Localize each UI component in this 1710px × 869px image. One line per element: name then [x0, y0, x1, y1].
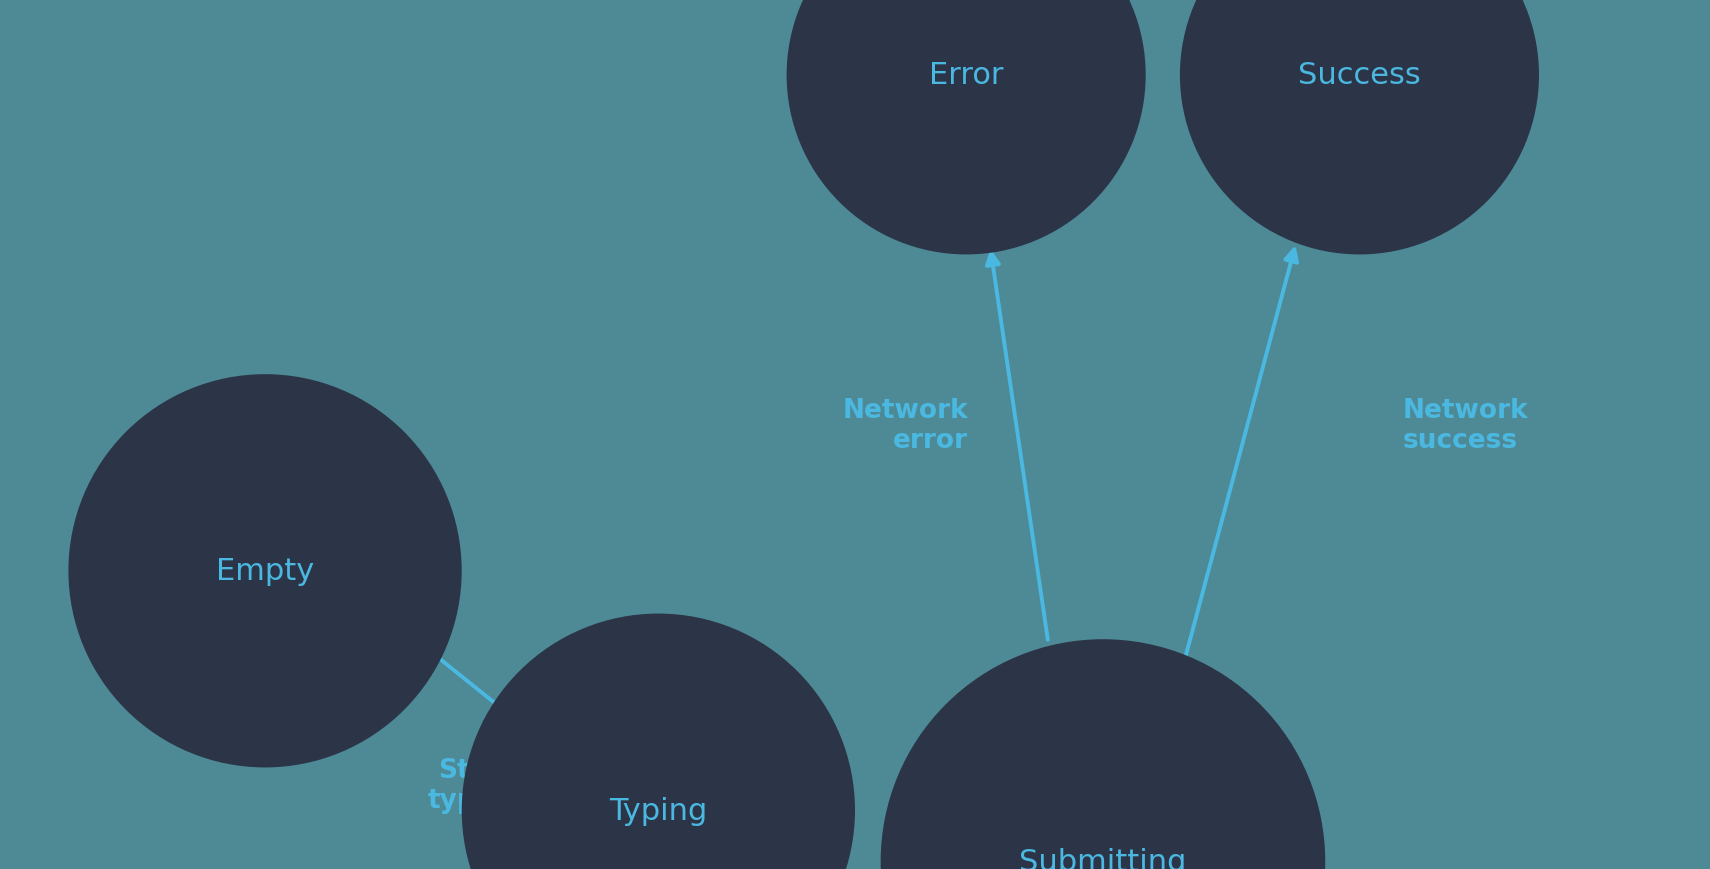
Text: Network
success: Network success [1402, 398, 1527, 454]
Text: Network
error: Network error [843, 398, 968, 454]
Circle shape [68, 375, 462, 767]
Text: Start
typing: Start typing [428, 757, 523, 813]
Circle shape [1180, 0, 1539, 255]
Text: Success: Success [1298, 62, 1421, 90]
Circle shape [462, 614, 855, 869]
Text: Empty: Empty [215, 557, 315, 586]
Circle shape [881, 640, 1325, 869]
Text: Error: Error [929, 62, 1004, 90]
Circle shape [787, 0, 1146, 255]
Text: Typing: Typing [609, 796, 708, 825]
Text: Submitting: Submitting [1019, 847, 1187, 869]
